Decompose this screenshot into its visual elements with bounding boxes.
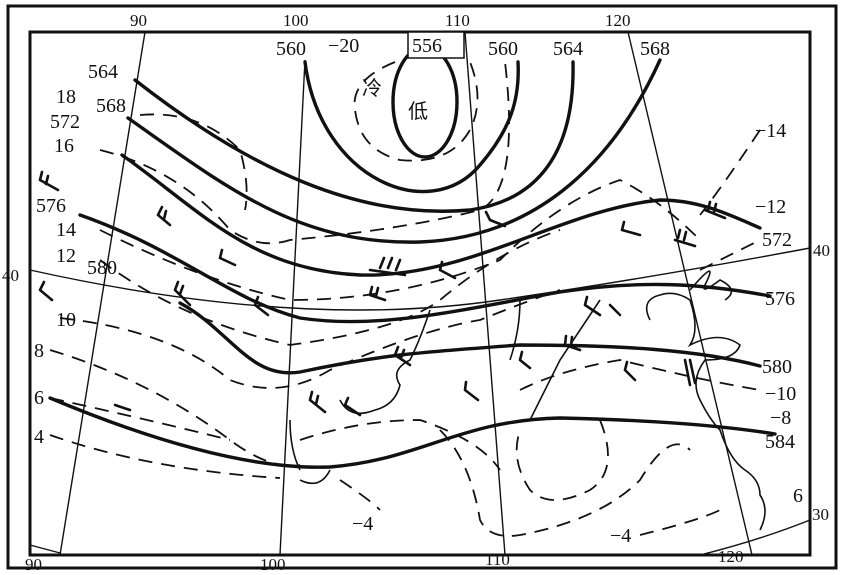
lon-label-bottom-90: 90 [25, 555, 42, 574]
isotherm-6 [49, 397, 609, 501]
wind-barb-icon [518, 350, 532, 370]
contour-560 [303, 60, 520, 194]
contour-584 [48, 396, 777, 469]
isotherm-10 [59, 239, 761, 389]
wind-barb-icon [563, 334, 582, 352]
label-minus4-a: −4 [352, 513, 373, 535]
isotherm-14 [99, 179, 701, 301]
label-572-right: 572 [762, 229, 792, 251]
wind-barb-icon [38, 280, 54, 302]
label-minus8-right: −8 [770, 407, 791, 429]
meridian-110 [464, 31, 506, 556]
label-6: 6 [34, 387, 44, 409]
lat-label-40-left: 40 [2, 266, 19, 285]
label-minus14-right: −14 [755, 120, 786, 142]
contour-564 [133, 60, 575, 213]
label-576-left: 576 [36, 195, 66, 217]
wind-barb-icon [253, 295, 270, 317]
wind-barb-icon [623, 360, 637, 382]
contour-568 [126, 58, 662, 244]
meridian-120 [627, 31, 753, 556]
lon-label-bottom-120: 120 [718, 547, 744, 566]
isotherm-18 [139, 113, 248, 211]
isotherm-4 [49, 429, 721, 537]
label-12: 12 [56, 245, 76, 267]
lat-label-40-right: 40 [813, 241, 830, 260]
label-568-left: 568 [96, 95, 126, 117]
lon-label-top-100: 100 [283, 11, 309, 30]
label-576-right: 576 [765, 288, 795, 310]
label-580-left: 580 [87, 257, 117, 279]
wind-barb-icon [620, 220, 642, 237]
wind-barb-icon [673, 228, 697, 248]
label-564-left: 564 [88, 61, 118, 83]
lon-label-top-90: 90 [130, 11, 147, 30]
lon-label-top-110: 110 [445, 11, 470, 30]
label-584-right: 584 [765, 431, 795, 453]
label-4: 4 [34, 426, 44, 448]
lon-label-top-120: 120 [605, 11, 631, 30]
label-minus20: −20 [328, 35, 359, 57]
contour-576 [78, 213, 772, 324]
wind-barb-icon [484, 210, 507, 228]
label-560-right: 560 [488, 38, 518, 60]
wind-barb-icon [393, 345, 412, 367]
wind-barb-icon [343, 396, 362, 417]
wind-barbs [38, 170, 727, 417]
isotherm-minus20 [353, 61, 479, 162]
wind-barb-icon [38, 170, 60, 192]
lat-label-30-right: 30 [812, 505, 829, 524]
contour-580 [178, 301, 762, 375]
contour-572 [120, 153, 762, 277]
label-18: 18 [56, 86, 76, 108]
label-580-right: 580 [762, 356, 792, 378]
lon-label-bottom-100: 100 [260, 555, 286, 574]
lon-label-bottom-110: 110 [485, 550, 510, 569]
cold-low-char-cold: 冷 [362, 76, 382, 100]
wind-barb-icon [218, 248, 237, 267]
wind-barb-icon [113, 403, 132, 412]
label-14: 14 [56, 219, 76, 241]
label-568-top: 568 [640, 38, 670, 60]
label-minus4-b: −4 [610, 525, 631, 547]
parallel-30 [29, 519, 811, 556]
isotherm-16 [99, 61, 510, 245]
cold-low-char-low: 低 [408, 99, 428, 123]
parallel-40 [29, 247, 811, 311]
isotherm-labels: −20 18 16 14 12 10 8 6 4 −14 −12 −10 −8 … [34, 35, 803, 547]
label-10: 10 [56, 309, 76, 331]
wind-barb-icon [683, 358, 697, 387]
isotherm-12 [99, 129, 761, 346]
wind-barb-icon [156, 205, 172, 227]
wind-barb-icon [368, 285, 387, 302]
isotherms [49, 61, 761, 537]
label-minus12-right: −12 [755, 196, 786, 218]
label-556: 556 [412, 35, 442, 57]
label-minus10-right: −10 [765, 383, 796, 405]
isotherm-8 [49, 349, 761, 467]
height-contours [48, 45, 777, 469]
wind-barb-icon [438, 260, 457, 280]
height-labels: 556 560 560 564 568 564 568 572 576 580 … [36, 31, 795, 453]
label-572-left: 572 [50, 111, 80, 133]
wind-barb-icon [703, 200, 727, 220]
wind-barb-icon [308, 390, 327, 414]
label-564-top: 564 [553, 38, 583, 60]
label-8: 8 [34, 340, 44, 362]
outer-frame [6, 4, 838, 570]
label-6-right: 6 [793, 485, 803, 507]
label-560-left: 560 [276, 38, 306, 60]
wind-barb-icon [463, 380, 480, 402]
wind-barb-icon [583, 295, 622, 317]
coastline [289, 270, 766, 531]
wind-barb-icon [368, 256, 407, 277]
label-box-556 [407, 31, 465, 59]
wind-barb-icon [173, 280, 192, 307]
label-16: 16 [54, 135, 74, 157]
